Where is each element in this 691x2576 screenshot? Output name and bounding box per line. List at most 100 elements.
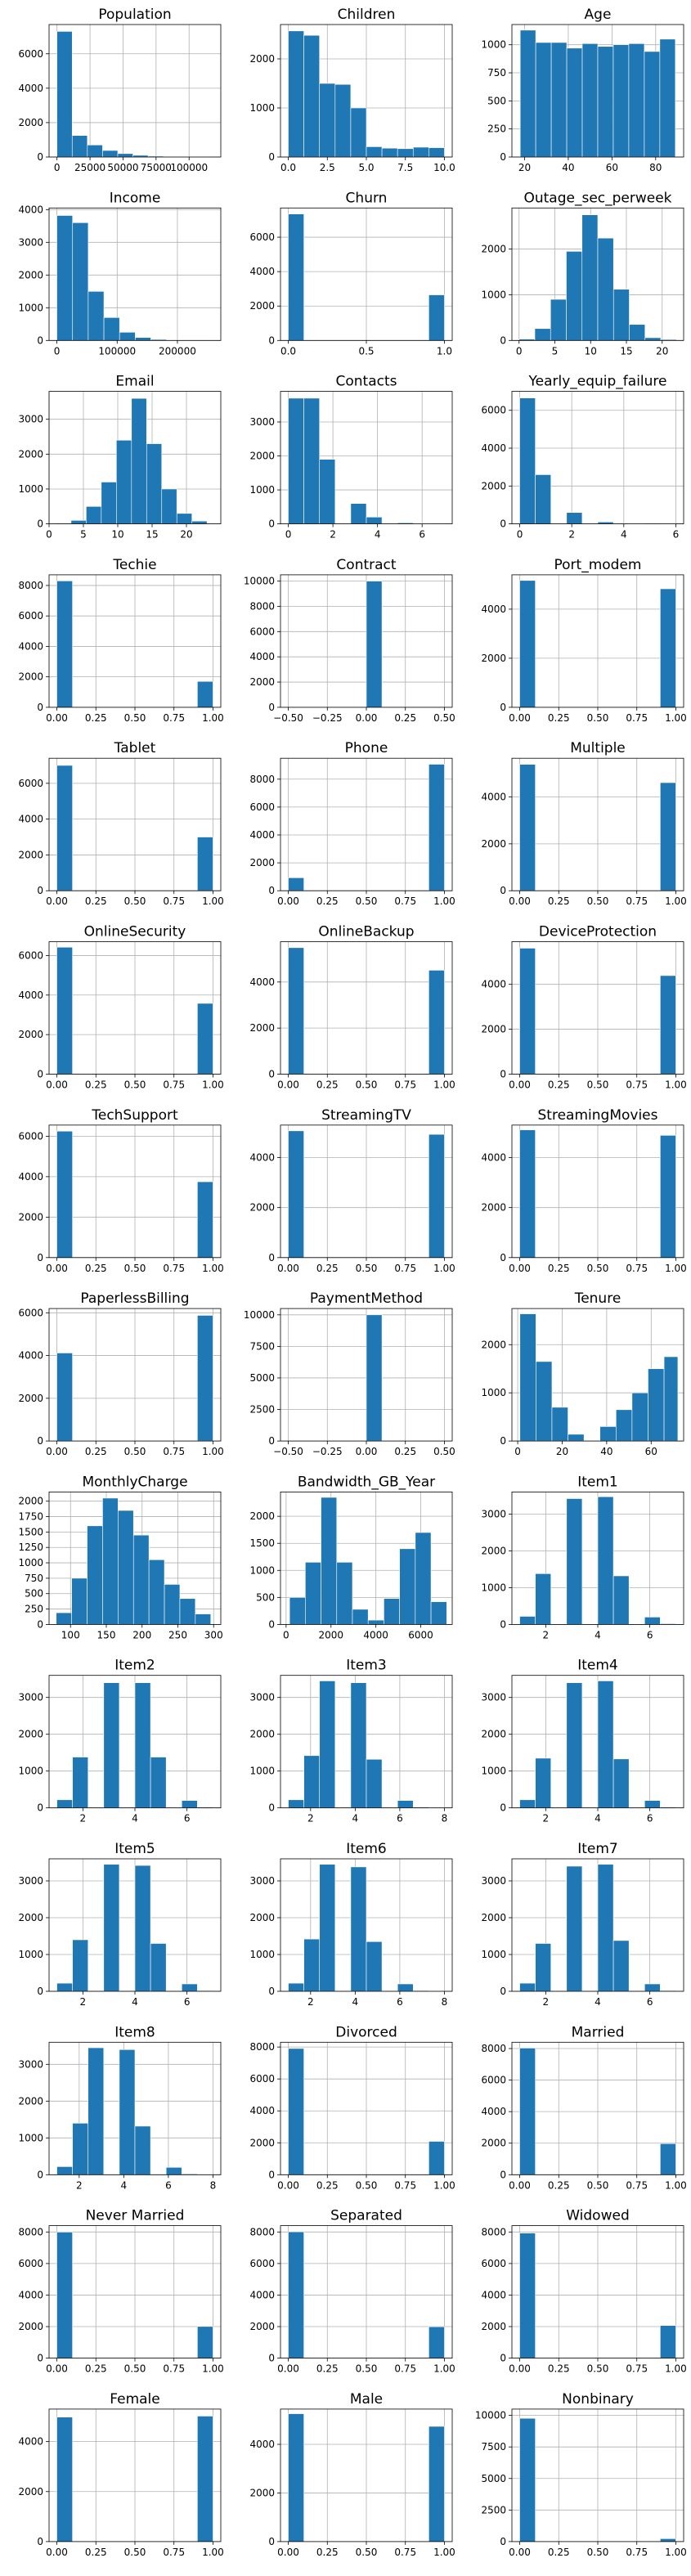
y-tick-label: 4000 [18, 83, 43, 94]
chart-title: Divorced [335, 2024, 397, 2040]
x-tick-label: 10 [585, 345, 597, 357]
histogram-bar [644, 52, 660, 157]
x-tick-label: 60 [645, 1446, 657, 1457]
chart-title: OnlineBackup [318, 924, 414, 940]
x-tick-label: 8 [210, 2179, 217, 2191]
histogram-bar [429, 295, 444, 341]
y-tick-label: 5000 [249, 1372, 275, 1384]
histogram-bar [182, 1801, 197, 1808]
x-tick-label: 1.00 [433, 2179, 455, 2191]
histogram-bar [104, 317, 119, 340]
chart-title: Separated [330, 2208, 402, 2224]
x-tick-label: 0.00 [46, 895, 68, 907]
histogram-bar [520, 1130, 536, 1258]
histogram-bar [429, 1134, 444, 1258]
histogram-bar [119, 2049, 135, 2174]
histogram-bar [197, 837, 213, 891]
y-tick-label: 2000 [18, 2486, 43, 2497]
histogram-bar [289, 31, 304, 157]
y-tick-label: 4000 [18, 814, 43, 825]
histogram-bar [182, 1984, 197, 1991]
x-tick-label: 0.50 [124, 2547, 146, 2558]
x-tick-label: −0.50 [273, 712, 303, 724]
y-tick-label: 4000 [481, 792, 506, 803]
x-tick-label: 0.25 [316, 1263, 339, 1274]
y-tick-label: 1000 [249, 102, 275, 114]
y-tick-label: 0 [37, 1986, 43, 1997]
y-tick-label: 0 [37, 151, 43, 163]
x-tick-label: 0.75 [626, 2547, 648, 2558]
chart-title: Tenure [574, 1290, 621, 1307]
x-tick-label: 0.50 [124, 712, 146, 724]
x-tick-label: 0.75 [163, 712, 185, 724]
y-tick-label: 4000 [481, 979, 506, 990]
histogram-bar [57, 2166, 73, 2174]
histogram-bar [72, 136, 87, 157]
x-tick-label: 0.00 [356, 712, 378, 724]
y-tick-label: 750 [25, 1573, 43, 1584]
y-tick-label: 3000 [481, 1875, 506, 1887]
histogram-bar [177, 514, 191, 524]
histogram-bar [102, 1498, 118, 1624]
x-tick-label: 0.75 [163, 1079, 185, 1091]
x-tick-label: 0.25 [316, 2547, 339, 2558]
y-tick-label: 1000 [481, 1387, 506, 1398]
y-tick-label: 0 [37, 1802, 43, 1814]
y-tick-label: 3000 [18, 1875, 43, 1887]
y-tick-label: 4000 [249, 976, 275, 988]
x-tick-label: 0.75 [163, 1263, 185, 1274]
histogram-bar [366, 517, 382, 523]
histogram-bar [73, 222, 88, 340]
x-tick-label: 0.75 [394, 1079, 416, 1091]
x-tick-label: 2 [568, 529, 575, 541]
y-tick-label: 0 [268, 1069, 275, 1080]
histogram-bar [429, 148, 444, 157]
y-tick-label: 6000 [18, 949, 43, 961]
x-tick-label: 0.50 [587, 712, 609, 724]
histogram-bar [162, 489, 177, 524]
x-tick-label: 40 [562, 162, 574, 173]
chart-title: Nonbinary [562, 2391, 634, 2408]
y-tick-label: 0 [268, 702, 275, 713]
y-tick-label: 2000 [249, 1912, 275, 1923]
x-tick-label: 0.25 [85, 1263, 107, 1274]
y-tick-label: 0 [500, 1802, 506, 1814]
histogram-bar [73, 2123, 88, 2174]
y-tick-label: 0 [500, 1069, 506, 1080]
x-tick-label: 0 [516, 345, 523, 357]
chart-title: Item3 [346, 1658, 387, 1674]
histogram-bar [429, 2327, 444, 2358]
y-tick-label: 6000 [249, 2073, 275, 2085]
y-tick-label: 2000 [481, 480, 506, 491]
histogram-bar [397, 149, 413, 157]
histogram-bar [384, 1599, 399, 1625]
histogram-bar [429, 970, 444, 1074]
histogram-bar [289, 2414, 304, 2542]
x-tick-label: 0.50 [356, 1263, 378, 1274]
x-tick-label: 6 [184, 1996, 191, 2008]
x-tick-label: 0.25 [394, 712, 416, 724]
histogram-bar [73, 1940, 88, 1991]
x-tick-label: 0.00 [509, 2547, 531, 2558]
chart-title: Population [98, 7, 171, 23]
histogram-bar [192, 521, 207, 523]
x-tick-label: −0.25 [312, 1446, 343, 1457]
chart-title: Phone [345, 740, 388, 756]
x-tick-label: 0.25 [548, 2179, 570, 2191]
x-tick-label: 0.75 [163, 2363, 185, 2375]
histogram-bar [351, 108, 366, 157]
x-tick-label: 0.50 [356, 1079, 378, 1091]
y-tick-label: 0 [37, 702, 43, 713]
x-tick-label: 0 [46, 529, 52, 541]
chart-title: Female [110, 2391, 159, 2408]
x-tick-label: 0.75 [626, 895, 648, 907]
